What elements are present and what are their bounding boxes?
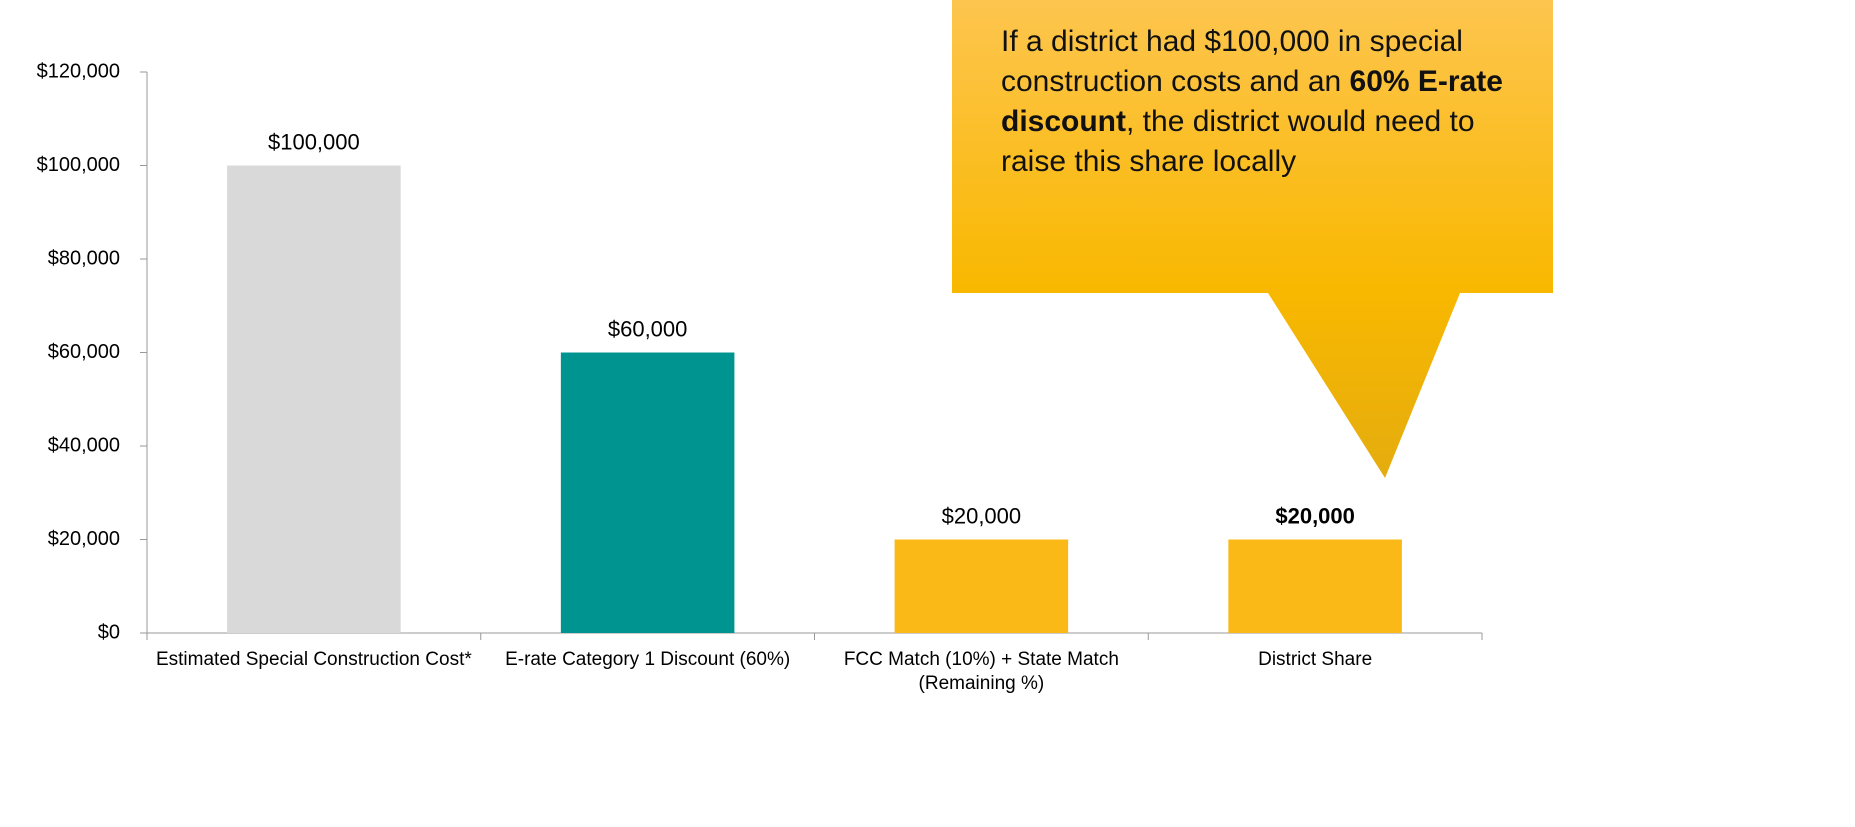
y-tick-label: $20,000 <box>48 528 120 550</box>
x-tick-label: Estimated Special Construction Cost* <box>155 649 472 670</box>
bar <box>227 165 401 633</box>
x-tick-label: District Share <box>1258 649 1373 670</box>
y-tick-label: $80,000 <box>48 247 120 269</box>
y-tick-label: $60,000 <box>48 341 120 363</box>
annotation-text: 60% E-rate discount <box>1001 65 1503 138</box>
bar <box>560 352 735 633</box>
annotation-text: If a district had $100,000 in special co… <box>1001 25 1463 98</box>
value-label: $60,000 <box>608 316 688 341</box>
annotation-text: , the district would need to raise this … <box>1001 105 1475 178</box>
callout <box>952 0 1553 478</box>
y-tick-label: $0 <box>98 621 120 643</box>
y-tick-label: $100,000 <box>37 154 120 176</box>
value-label: $20,000 <box>942 503 1022 528</box>
x-tick-label: FCC Match (10%) + State Match (Remaining… <box>843 649 1119 694</box>
value-label: $20,000 <box>1275 503 1355 528</box>
y-tick-label: $40,000 <box>48 434 120 456</box>
bar <box>1228 539 1402 633</box>
x-tick-label: E-rate Category 1 Discount (60%) <box>505 649 791 670</box>
y-tick-label: $120,000 <box>37 60 120 82</box>
bar <box>894 539 1069 633</box>
callout-text: If a district had $100,000 in special co… <box>1001 22 1521 182</box>
value-label: $100,000 <box>268 129 360 154</box>
